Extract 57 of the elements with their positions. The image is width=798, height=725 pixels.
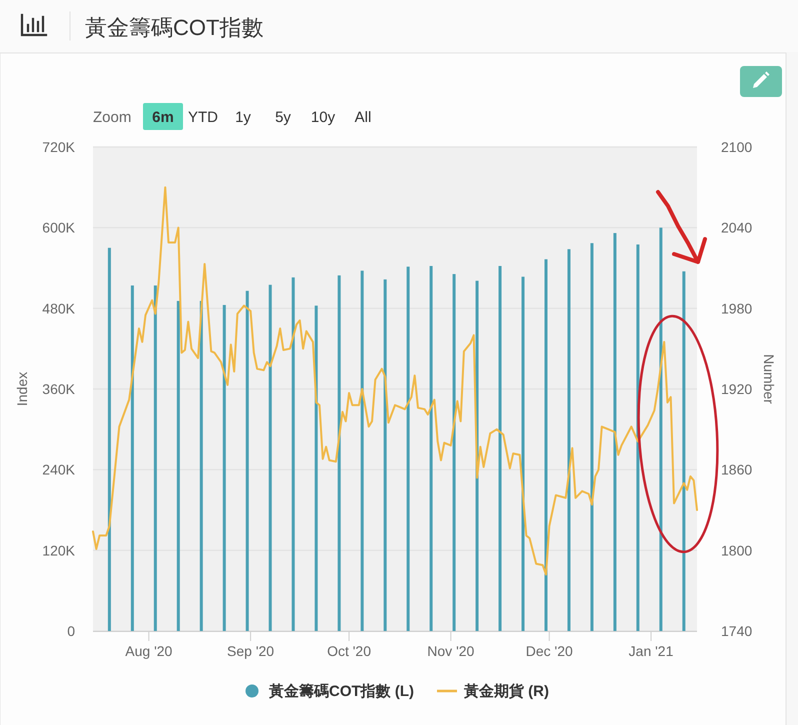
bar bbox=[360, 270, 364, 631]
y2-tick-label: 2100 bbox=[721, 139, 752, 155]
bar bbox=[406, 266, 410, 631]
x-tick-label: Aug '20 bbox=[125, 643, 173, 659]
x-tick-label: Sep '20 bbox=[227, 643, 274, 659]
bar bbox=[384, 279, 387, 631]
y-tick-label: 720K bbox=[42, 139, 76, 155]
text: 10y bbox=[310, 109, 336, 126]
y-tick-label: 240K bbox=[42, 462, 76, 478]
bar bbox=[246, 290, 249, 631]
chart-title: 黃金籌碼COT指數 bbox=[85, 15, 264, 40]
y-tick-label: 600K bbox=[42, 220, 76, 236]
bar bbox=[613, 233, 616, 631]
bar bbox=[130, 285, 134, 631]
y-tick-label: 0 bbox=[67, 623, 76, 639]
y2-axis-title: Number bbox=[761, 354, 777, 404]
legend-label: 黃金期貨 (R) bbox=[462, 683, 549, 700]
bar bbox=[659, 228, 662, 631]
bar bbox=[522, 276, 525, 631]
legend-label: 黃金籌碼COT指數 (L) bbox=[268, 683, 414, 700]
text: Zoom bbox=[93, 109, 132, 126]
bar bbox=[200, 300, 203, 631]
bar bbox=[590, 243, 594, 631]
x-tick-label: Jan '21 bbox=[628, 643, 674, 659]
bar bbox=[452, 274, 456, 631]
bar bbox=[430, 266, 433, 631]
line-series bbox=[92, 186, 698, 576]
bar bbox=[314, 306, 318, 631]
y2-tick-label: 1980 bbox=[721, 300, 752, 316]
text: All bbox=[354, 109, 372, 126]
bar bbox=[268, 284, 272, 631]
y-tick-label: 120K bbox=[42, 542, 76, 558]
bar bbox=[292, 277, 295, 631]
bar bbox=[338, 275, 341, 631]
x-tick-label: Dec '20 bbox=[526, 643, 574, 659]
text: 1y bbox=[235, 109, 252, 126]
bar bbox=[154, 285, 157, 631]
y2-tick-label: 1860 bbox=[721, 462, 752, 478]
y2-tick-label: 2040 bbox=[721, 220, 752, 236]
bar bbox=[544, 259, 548, 631]
y-axis-title: Index bbox=[14, 372, 30, 406]
y2-tick-label: 1800 bbox=[721, 542, 752, 558]
x-tick-label: Oct '20 bbox=[327, 643, 372, 659]
text: YTD bbox=[188, 109, 218, 126]
x-tick-label: Nov '20 bbox=[427, 643, 475, 659]
bar bbox=[567, 249, 570, 631]
bar bbox=[682, 271, 686, 631]
y-tick-label: 480K bbox=[42, 300, 76, 316]
y2-tick-label: 1920 bbox=[721, 381, 752, 397]
bar bbox=[498, 266, 502, 631]
bar bbox=[222, 304, 226, 631]
bar bbox=[108, 248, 111, 631]
text: 6m bbox=[152, 109, 174, 126]
y-tick-label: 360K bbox=[42, 381, 76, 397]
y2-tick-label: 1740 bbox=[721, 623, 752, 639]
bar bbox=[176, 300, 180, 631]
text: 5y bbox=[275, 109, 292, 126]
